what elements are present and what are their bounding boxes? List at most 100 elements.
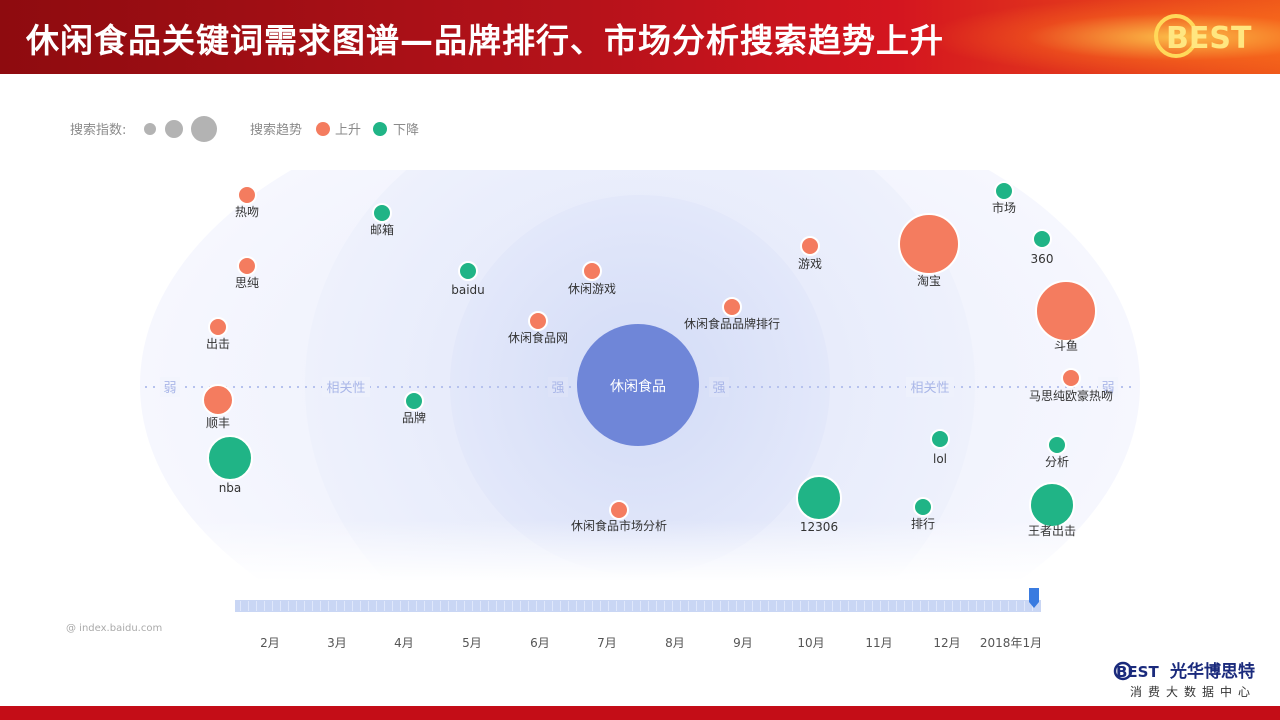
timeline-month-label[interactable]: 4月	[394, 636, 414, 650]
timeline-tick	[376, 601, 377, 611]
timeline-tick	[392, 601, 393, 611]
timeline-tick	[240, 601, 241, 611]
timeline-tick	[344, 601, 345, 611]
keyword-bubble[interactable]	[237, 185, 257, 205]
timeline-tick	[256, 601, 257, 611]
keyword-label: 12306	[800, 520, 838, 534]
timeline-month-label[interactable]: 2018年1月	[980, 636, 1042, 650]
timeline-month-label[interactable]: 3月	[327, 636, 347, 650]
timeline-tick	[712, 601, 713, 611]
footer-logo-mark: BEST	[1116, 663, 1159, 681]
timeline-tick	[408, 601, 409, 611]
header-banner: 休闲食品关键词需求图谱—品牌排行、市场分析搜索趋势上升 BEST	[0, 0, 1280, 74]
keyword-label: 休闲食品市场分析	[571, 518, 667, 533]
keyword-bubble[interactable]	[458, 261, 478, 281]
timeline-slider[interactable]	[235, 588, 1041, 612]
timeline-tick	[304, 601, 305, 611]
timeline-tick	[704, 601, 705, 611]
keyword-label: 王者出击	[1028, 524, 1076, 538]
timeline-month-label[interactable]: 11月	[865, 636, 892, 650]
timeline-tick	[432, 601, 433, 611]
keyword-label: nba	[219, 481, 242, 495]
timeline-tick	[976, 601, 977, 611]
keyword-label: 出击	[206, 337, 230, 351]
keyword-label: 排行	[911, 517, 935, 531]
timeline-tick	[776, 601, 777, 611]
timeline-tick	[288, 601, 289, 611]
best-logo-text: BEST	[1166, 21, 1252, 56]
timeline-tick	[896, 601, 897, 611]
legend-fall-icon[interactable]	[373, 122, 387, 136]
timeline-tick	[504, 601, 505, 611]
center-keyword-circle[interactable]	[577, 324, 699, 446]
footer-logo-ring-icon	[1113, 661, 1133, 681]
keyword-label: lol	[933, 452, 947, 466]
keyword-bubble[interactable]	[898, 213, 960, 275]
keyword-bubble[interactable]	[1032, 229, 1052, 249]
keyword-bubble[interactable]	[800, 236, 820, 256]
timeline-ticks	[240, 601, 1033, 611]
keyword-bubble[interactable]	[796, 475, 842, 521]
keyword-bubble[interactable]	[722, 297, 742, 317]
keyword-bubble[interactable]	[404, 391, 424, 411]
keyword-bubble[interactable]	[237, 256, 257, 276]
timeline-tick	[936, 601, 937, 611]
keyword-bubble[interactable]	[913, 497, 933, 517]
timeline-tick	[600, 601, 601, 611]
timeline-tick	[688, 601, 689, 611]
timeline-month-label[interactable]: 8月	[665, 636, 685, 650]
keyword-bubble[interactable]	[582, 261, 602, 281]
keyword-bubble[interactable]	[930, 429, 950, 449]
timeline-month-label[interactable]: 10月	[797, 636, 824, 650]
timeline-tick	[872, 601, 873, 611]
timeline-tick	[864, 601, 865, 611]
footer-subtitle: 消费大数据中心	[1130, 684, 1256, 699]
best-logo-icon: BEST	[1154, 14, 1252, 58]
keyword-bubble[interactable]	[609, 500, 629, 520]
keyword-bubble[interactable]	[1029, 482, 1075, 528]
timeline-tick	[424, 601, 425, 611]
timeline-month-label[interactable]: 7月	[597, 636, 617, 650]
keyword-label: 360	[1031, 252, 1054, 266]
keyword-bubble[interactable]	[202, 384, 234, 416]
timeline-tick	[888, 601, 889, 611]
header-glow	[940, 0, 1280, 74]
timeline-tick	[752, 601, 753, 611]
timeline-track[interactable]	[235, 600, 1041, 612]
footer-bar	[0, 706, 1280, 720]
timeline-tick	[920, 601, 921, 611]
timeline-tick	[792, 601, 793, 611]
keyword-label: 休闲游戏	[568, 282, 616, 296]
timeline-tick	[664, 601, 665, 611]
timeline-tick	[568, 601, 569, 611]
timeline-month-label[interactable]: 5月	[462, 636, 482, 650]
keyword-label: baidu	[451, 283, 485, 297]
timeline-tick	[360, 601, 361, 611]
timeline-tick	[960, 601, 961, 611]
timeline-month-label[interactable]: 6月	[530, 636, 550, 650]
legend-size-small-icon	[144, 123, 156, 135]
keyword-bubble[interactable]	[1035, 280, 1097, 342]
timeline-tick	[624, 601, 625, 611]
keyword-bubble[interactable]	[1061, 368, 1081, 388]
keyword-label: 马思纯欧豪热吻	[1029, 388, 1113, 403]
keyword-bubble[interactable]	[372, 203, 392, 223]
timeline-tick	[328, 601, 329, 611]
keyword-bubble-chart: 弱 相关性 强 强 相关性 弱 搜索指数: 搜索趋势 上升 下降 热吻思纯出击顺…	[0, 116, 1280, 650]
timeline-tick	[544, 601, 545, 611]
keyword-bubble[interactable]	[207, 435, 253, 481]
timeline-month-label[interactable]: 2月	[260, 636, 280, 650]
timeline-month-label[interactable]: 12月	[933, 636, 960, 650]
keyword-bubble[interactable]	[1047, 435, 1067, 455]
timeline-month-label[interactable]: 9月	[733, 636, 753, 650]
keyword-bubble[interactable]	[208, 317, 228, 337]
legend-rise-icon[interactable]	[316, 122, 330, 136]
axis-word-left-outer: 弱	[163, 381, 176, 396]
timeline-tick	[472, 601, 473, 611]
keyword-bubble[interactable]	[994, 181, 1014, 201]
timeline-tick	[448, 601, 449, 611]
timeline-tick	[368, 601, 369, 611]
keyword-bubble[interactable]	[528, 311, 548, 331]
timeline-handle-icon[interactable]	[1029, 588, 1039, 608]
axis-word-left-mid: 相关性	[326, 381, 365, 396]
